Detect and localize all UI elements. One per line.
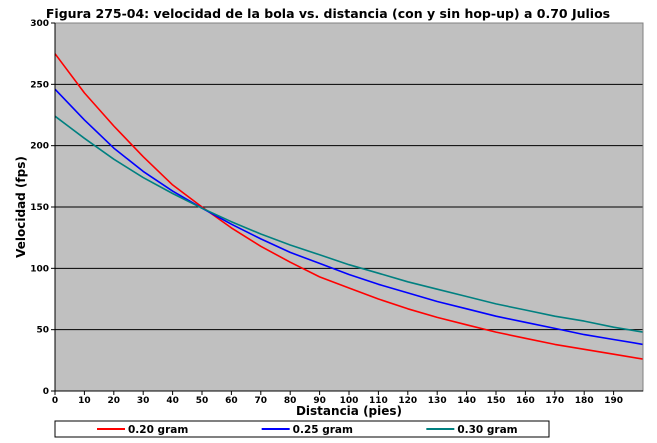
series-line-3 [54, 115, 644, 333]
x-tick-label: 170 [545, 396, 564, 406]
x-tick-label: 100 [340, 396, 359, 406]
x-tick-label: 140 [457, 396, 476, 406]
x-tick-label: 120 [398, 396, 417, 406]
x-tick-label: 150 [487, 396, 506, 406]
y-tick-label: 50 [36, 326, 49, 336]
y-tick-label: 300 [30, 19, 49, 29]
series-line-2 [54, 88, 644, 346]
y-tick-label: 100 [30, 264, 49, 274]
x-tick-label: 0 [52, 396, 58, 406]
x-tick-label: 10 [78, 396, 91, 406]
y-tick-label: 0 [43, 387, 49, 397]
x-tick-label: 60 [225, 396, 238, 406]
x-tick-label: 130 [428, 396, 447, 406]
x-tick-label: 50 [196, 396, 209, 406]
x-tick-label: 40 [166, 396, 179, 406]
x-tick-label: 20 [108, 396, 121, 406]
x-tick-label: 180 [575, 396, 594, 406]
x-axis-label: Distancia (pies) [296, 404, 402, 418]
legend-label-1: 0.20 gram [128, 424, 188, 436]
x-tick-label: 80 [284, 396, 297, 406]
series-line-1 [54, 53, 644, 360]
y-tick-label: 200 [30, 142, 49, 152]
y-axis-label: Velocidad (fps) [14, 156, 28, 258]
chart-title: Figura 275-04: velocidad de la bola vs. … [46, 6, 610, 21]
x-tick-label: 110 [369, 396, 388, 406]
legend-label-2: 0.25 gram [293, 424, 353, 436]
y-tick-label: 150 [30, 203, 49, 213]
x-tick-label: 70 [255, 396, 268, 406]
legend-label-3: 0.30 gram [457, 424, 517, 436]
series-lines [54, 53, 644, 360]
y-tick-label: 250 [30, 80, 49, 90]
x-axis-ticks: 0 10 20 30 40 50 60 70 80 90 100 110 120 130 140 150 160… [52, 390, 643, 406]
x-tick-label: 30 [137, 396, 150, 406]
x-tick-label: 90 [313, 396, 326, 406]
legend-box [54, 420, 550, 438]
x-tick-label: 160 [516, 396, 535, 406]
y-axis-ticks: 0 50 100 150 200 250 300 [30, 19, 56, 397]
legend: 0.20 gram 0.25 gram 0.30 gram [54, 420, 550, 438]
x-tick-label: 190 [604, 396, 623, 406]
